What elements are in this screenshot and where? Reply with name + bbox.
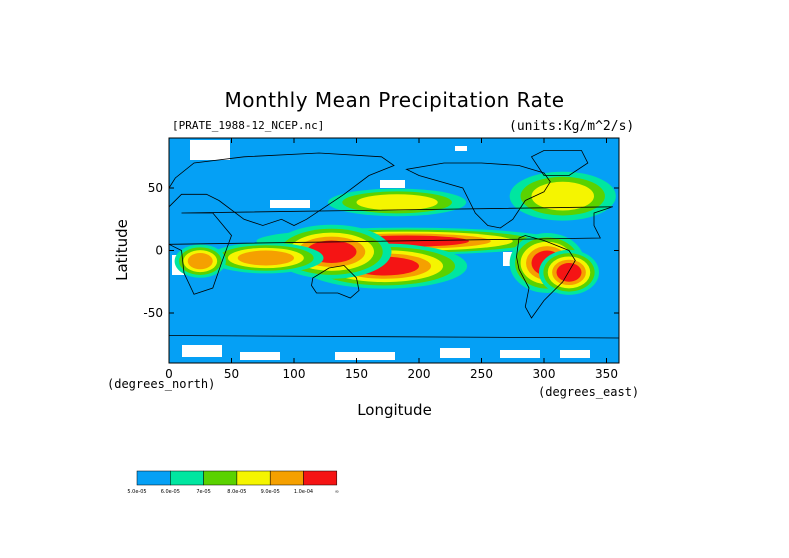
colorbar-swatch xyxy=(303,470,338,486)
precip-region xyxy=(356,194,438,211)
colorbar-swatch xyxy=(170,470,204,486)
colorbar-label: 9.0e-05 xyxy=(261,489,280,495)
colorbar-swatch xyxy=(269,470,304,486)
x-tick-label: 100 xyxy=(283,367,306,381)
missing-data-patch xyxy=(335,352,395,360)
x-tick-label: 250 xyxy=(470,367,493,381)
missing-data-patch xyxy=(190,140,230,160)
coastline xyxy=(530,150,589,176)
missing-data-patch xyxy=(182,345,222,357)
precip-region xyxy=(187,253,213,270)
colorbar-label: ∞ xyxy=(335,489,339,495)
colorbar-label: 8.0e-05 xyxy=(227,489,246,495)
missing-data-patch xyxy=(440,348,470,358)
missing-data-patch xyxy=(270,200,310,208)
precip-region xyxy=(531,181,594,211)
missing-data-patch xyxy=(500,350,540,358)
y-tick-label: -50 xyxy=(143,306,163,320)
x-tick-label: 300 xyxy=(533,367,556,381)
y-unit-label: (degrees_north) xyxy=(107,377,216,391)
colorbar-swatch xyxy=(203,470,238,486)
coastline xyxy=(516,235,576,319)
colorbar-swatch xyxy=(136,470,171,486)
units-label: (units:Kg/m^2/s) xyxy=(509,119,635,134)
y-tick-label: 0 xyxy=(155,244,163,258)
chart-subtitle: [PRATE_1988-12_NCEP.nc] xyxy=(172,119,325,132)
x-tick-label: 0 xyxy=(165,367,173,381)
x-tick-label: 50 xyxy=(224,367,239,381)
colorbar-swatch xyxy=(236,470,271,486)
x-axis-label: Longitude xyxy=(357,401,432,419)
missing-data-patch xyxy=(455,146,467,151)
x-tick-label: 150 xyxy=(345,367,368,381)
coastline xyxy=(168,152,395,226)
chart-title: Monthly Mean Precipitation Rate xyxy=(224,88,565,112)
coastline xyxy=(405,162,551,229)
colorbar-label: 5.0e-05 xyxy=(127,489,146,495)
x-tick-label: 350 xyxy=(595,367,618,381)
x-tick-label: 200 xyxy=(408,367,431,381)
precip-region xyxy=(556,263,582,282)
coastline xyxy=(311,265,360,299)
missing-data-patch xyxy=(560,350,590,358)
x-unit-label: (degrees_east) xyxy=(538,385,640,399)
coastline xyxy=(168,335,620,339)
missing-data-patch xyxy=(240,352,280,360)
y-tick-label: 50 xyxy=(148,181,163,195)
coastline xyxy=(168,206,613,295)
colorbar-label: 7e-05 xyxy=(196,489,210,495)
colorbar-label: 6.0e-05 xyxy=(161,489,180,495)
colorbar-label: 1.0e-04 xyxy=(294,489,313,495)
precip-region xyxy=(237,250,294,266)
missing-data-patch xyxy=(380,180,405,188)
